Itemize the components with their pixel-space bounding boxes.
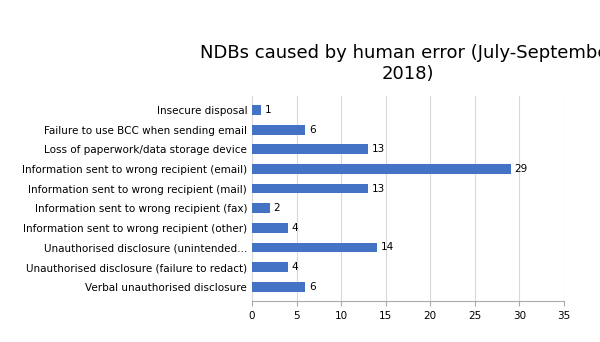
Bar [252,262,287,272]
Text: 14: 14 [380,242,394,252]
Text: 4: 4 [291,223,298,233]
Text: 29: 29 [514,164,527,174]
Text: 1: 1 [265,105,271,115]
Title: NDBs caused by human error (July-September
2018): NDBs caused by human error (July-Septemb… [200,44,600,83]
Bar [252,144,368,154]
Bar [252,184,368,194]
Bar [252,203,270,213]
Text: 6: 6 [309,124,316,135]
Bar [252,164,511,174]
Text: 6: 6 [309,282,316,292]
Text: 4: 4 [291,262,298,272]
Text: 2: 2 [274,203,280,213]
Bar [252,223,287,233]
Bar [252,282,305,292]
Bar [252,125,305,134]
Bar [252,105,261,115]
Text: 13: 13 [371,184,385,194]
Bar [252,242,377,252]
Text: 13: 13 [371,144,385,154]
